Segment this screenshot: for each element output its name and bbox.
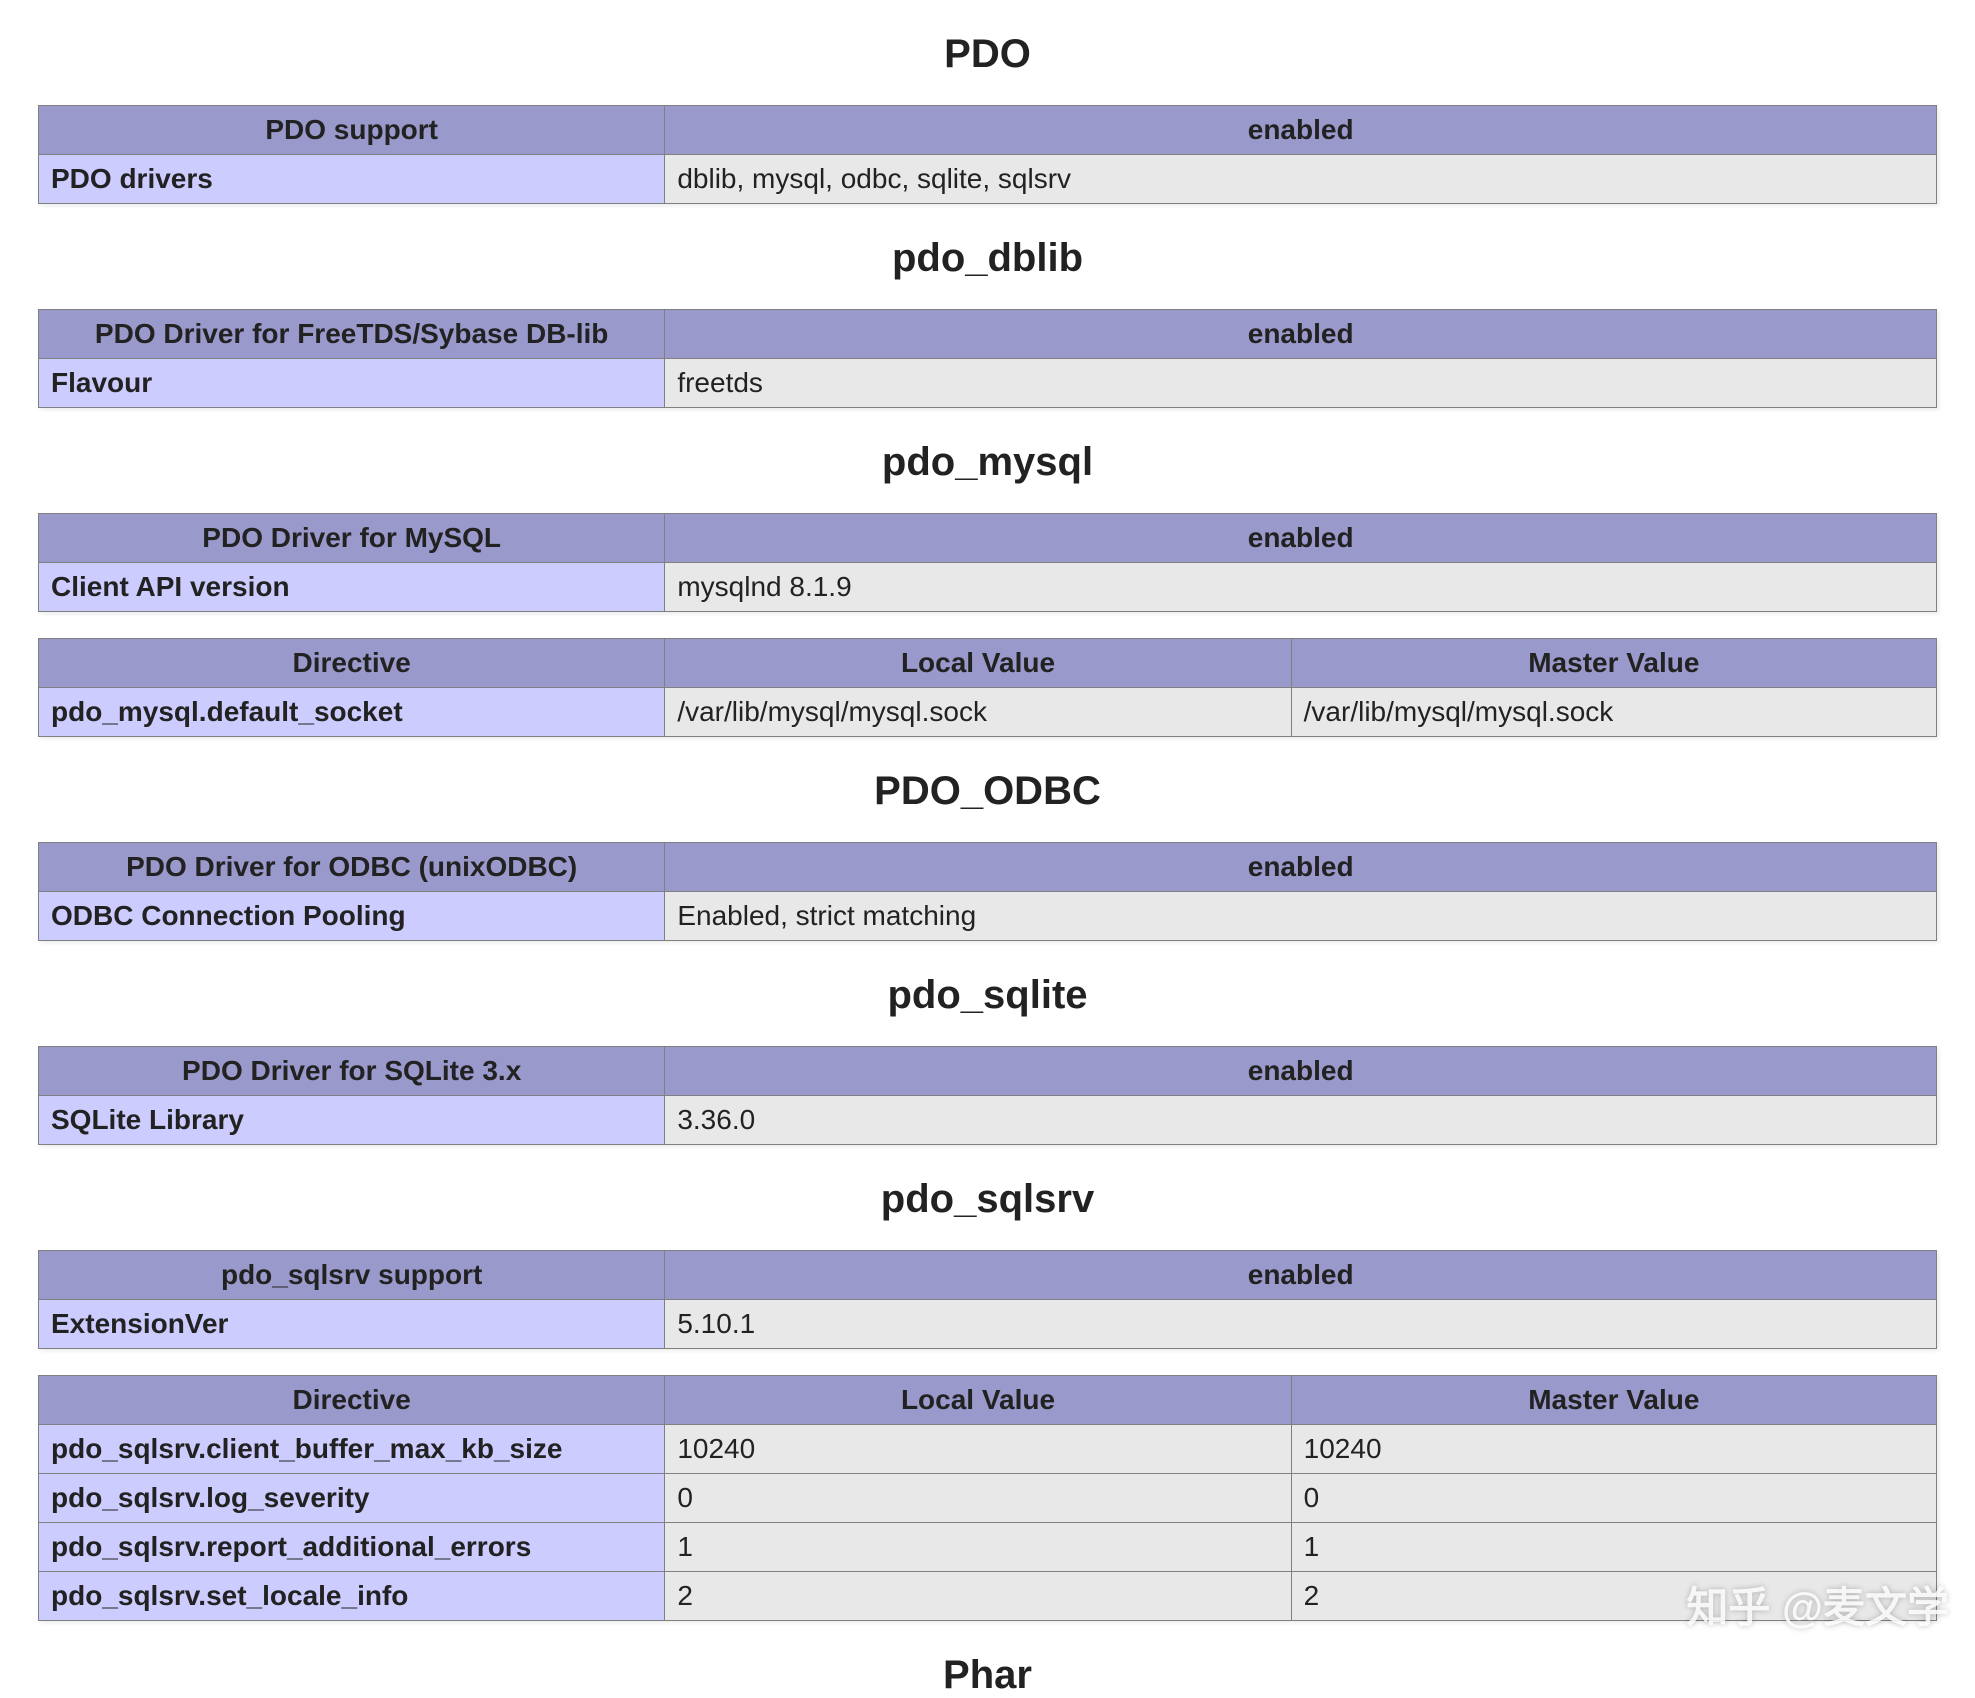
directive-local-value: 1 [665,1523,1291,1572]
table-header: PDO Driver for ODBC (unixODBC) [39,843,665,892]
section-heading-pdo-dblib: pdo_dblib [38,236,1937,281]
table-header: pdo_sqlsrv support [39,1251,665,1300]
table-header: enabled [665,310,1937,359]
table-row: pdo_sqlsrv.report_additional_errors 1 1 [39,1523,1937,1572]
table-header-row: PDO Driver for MySQL enabled [39,514,1937,563]
directive-master-value: 0 [1291,1474,1936,1523]
directive-key: Client API version [39,563,665,612]
directive-value: freetds [665,359,1937,408]
directive-key: ODBC Connection Pooling [39,892,665,941]
pdo-mysql-directives-table: Directive Local Value Master Value pdo_m… [38,638,1937,737]
directive-key: PDO drivers [39,155,665,204]
directive-value: Enabled, strict matching [665,892,1937,941]
pdo-sqlsrv-summary-table: pdo_sqlsrv support enabled ExtensionVer … [38,1250,1937,1349]
section-heading-pdo-sqlsrv: pdo_sqlsrv [38,1177,1937,1222]
pdo-odbc-summary-table: PDO Driver for ODBC (unixODBC) enabled O… [38,842,1937,941]
section-heading-pdo-mysql: pdo_mysql [38,440,1937,485]
table-row: pdo_sqlsrv.set_locale_info 2 2 [39,1572,1937,1621]
table-header-row: PDO Driver for SQLite 3.x enabled [39,1047,1937,1096]
table-row: pdo_sqlsrv.client_buffer_max_kb_size 102… [39,1425,1937,1474]
table-row: PDO drivers dblib, mysql, odbc, sqlite, … [39,155,1937,204]
table-header-row: PDO Driver for FreeTDS/Sybase DB-lib ena… [39,310,1937,359]
directive-key: pdo_mysql.default_socket [39,688,665,737]
table-row: ODBC Connection Pooling Enabled, strict … [39,892,1937,941]
directive-key: Flavour [39,359,665,408]
table-header: PDO Driver for MySQL [39,514,665,563]
table-header-row: PDO support enabled [39,106,1937,155]
table-row: Client API version mysqlnd 8.1.9 [39,563,1937,612]
table-header: Directive [39,1376,665,1425]
directive-master-value: 10240 [1291,1425,1936,1474]
directive-value: mysqlnd 8.1.9 [665,563,1937,612]
table-header: enabled [665,106,1937,155]
pdo-mysql-summary-table: PDO Driver for MySQL enabled Client API … [38,513,1937,612]
table-header: PDO Driver for SQLite 3.x [39,1047,665,1096]
table-header: Local Value [665,639,1291,688]
table-header: PDO Driver for FreeTDS/Sybase DB-lib [39,310,665,359]
directive-local-value: 10240 [665,1425,1291,1474]
table-header-row: Directive Local Value Master Value [39,639,1937,688]
directive-local-value: 2 [665,1572,1291,1621]
directive-key: pdo_sqlsrv.log_severity [39,1474,665,1523]
table-header: enabled [665,514,1937,563]
directive-key: ExtensionVer [39,1300,665,1349]
directive-key: SQLite Library [39,1096,665,1145]
directive-key: pdo_sqlsrv.client_buffer_max_kb_size [39,1425,665,1474]
table-header-row: pdo_sqlsrv support enabled [39,1251,1937,1300]
table-header-row: Directive Local Value Master Value [39,1376,1937,1425]
table-header: Master Value [1291,1376,1936,1425]
pdo-dblib-summary-table: PDO Driver for FreeTDS/Sybase DB-lib ena… [38,309,1937,408]
table-header: Local Value [665,1376,1291,1425]
section-heading-pdo-odbc: PDO_ODBC [38,769,1937,814]
section-heading-pdo-sqlite: pdo_sqlite [38,973,1937,1018]
table-header: enabled [665,843,1937,892]
directive-master-value: 1 [1291,1523,1936,1572]
table-header: PDO support [39,106,665,155]
table-row: Flavour freetds [39,359,1937,408]
pdo-sqlsrv-directives-table: Directive Local Value Master Value pdo_s… [38,1375,1937,1621]
directive-value: 5.10.1 [665,1300,1937,1349]
directive-local-value: 0 [665,1474,1291,1523]
directive-key: pdo_sqlsrv.report_additional_errors [39,1523,665,1572]
table-header: enabled [665,1047,1937,1096]
directive-key: pdo_sqlsrv.set_locale_info [39,1572,665,1621]
section-heading-phar: Phar [38,1653,1937,1698]
section-heading-pdo: PDO [38,32,1937,77]
pdo-summary-table: PDO support enabled PDO drivers dblib, m… [38,105,1937,204]
directive-value: dblib, mysql, odbc, sqlite, sqlsrv [665,155,1937,204]
directive-local-value: /var/lib/mysql/mysql.sock [665,688,1291,737]
table-header-row: PDO Driver for ODBC (unixODBC) enabled [39,843,1937,892]
table-row: pdo_sqlsrv.log_severity 0 0 [39,1474,1937,1523]
pdo-sqlite-summary-table: PDO Driver for SQLite 3.x enabled SQLite… [38,1046,1937,1145]
directive-value: 3.36.0 [665,1096,1937,1145]
table-header: Master Value [1291,639,1936,688]
table-row: SQLite Library 3.36.0 [39,1096,1937,1145]
table-row: ExtensionVer 5.10.1 [39,1300,1937,1349]
directive-master-value: 2 [1291,1572,1936,1621]
table-row: pdo_mysql.default_socket /var/lib/mysql/… [39,688,1937,737]
directive-master-value: /var/lib/mysql/mysql.sock [1291,688,1936,737]
table-header: enabled [665,1251,1937,1300]
table-header: Directive [39,639,665,688]
